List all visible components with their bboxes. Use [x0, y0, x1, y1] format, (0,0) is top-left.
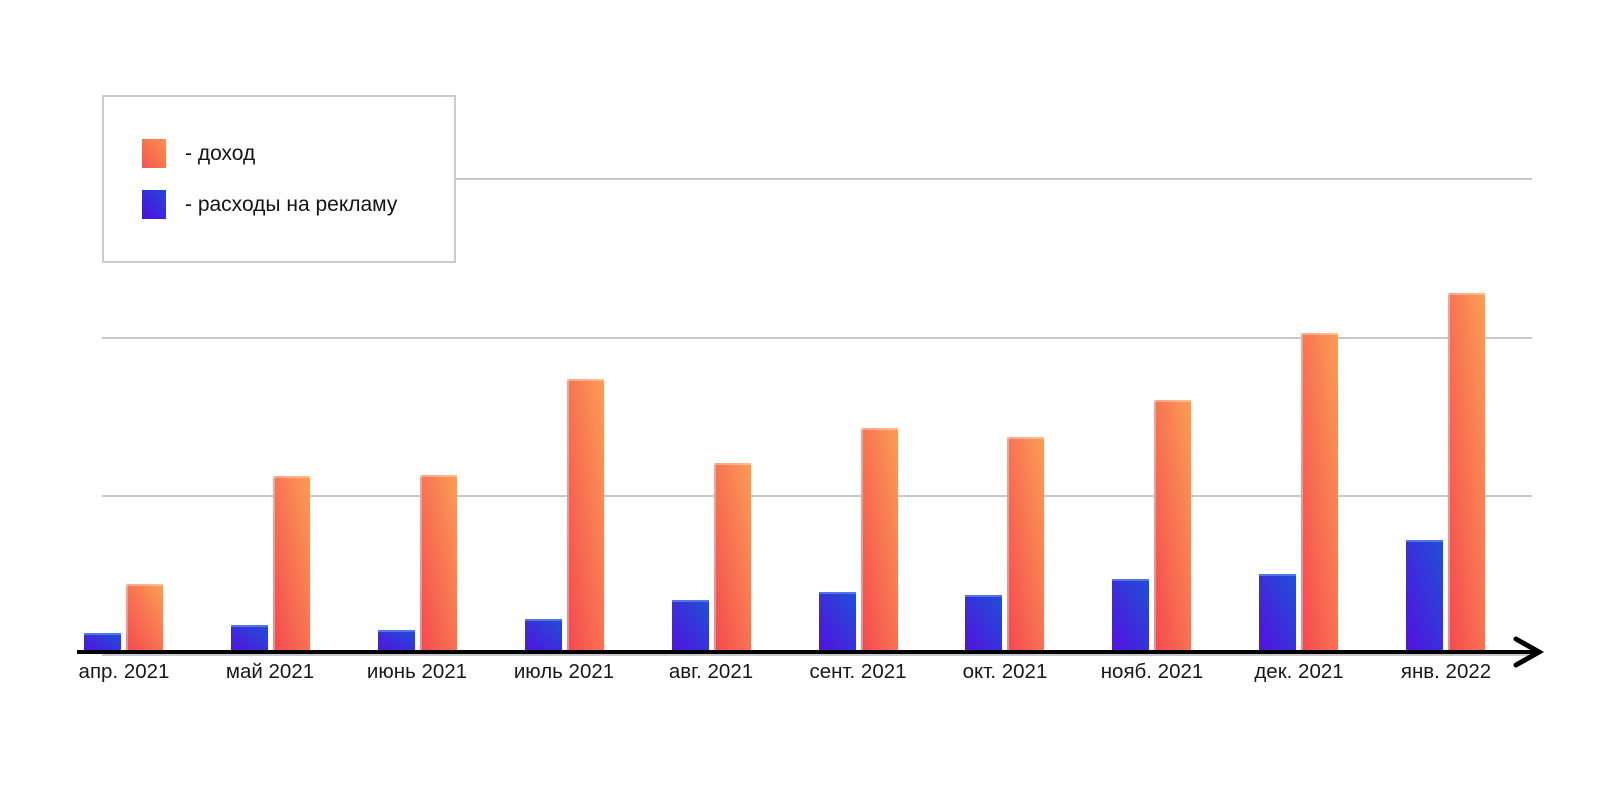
bar-ads-4	[525, 619, 562, 653]
bar-income-3	[420, 475, 457, 653]
legend-label-income: - доход	[185, 141, 256, 165]
legend-item-income: - доход	[142, 139, 454, 168]
bar-ads-10	[1406, 540, 1443, 653]
bar-income-9	[1301, 333, 1338, 653]
x-axis-label: окт. 2021	[962, 660, 1048, 683]
bar-income-8	[1154, 400, 1191, 653]
bar-ads-5	[672, 600, 709, 653]
x-axis-label: апр. 2021	[78, 660, 170, 683]
x-axis-label: янв. 2022	[1400, 660, 1492, 683]
x-axis-label: июль 2021	[513, 660, 615, 683]
bar-income-1	[126, 584, 163, 653]
legend-label-ads: - расходы на рекламу	[185, 192, 398, 216]
x-axis-label: июнь 2021	[366, 660, 468, 683]
bar-income-5	[714, 463, 751, 653]
bar-income-6	[861, 428, 898, 653]
bar-income-7	[1007, 437, 1044, 653]
gridline	[102, 337, 1532, 339]
x-axis-label: сент. 2021	[809, 660, 907, 683]
legend-item-ads: - расходы на рекламу	[142, 190, 454, 219]
legend: - доход - расходы на рекламу	[102, 95, 456, 263]
bar-income-2	[273, 476, 310, 653]
x-axis-label: май 2021	[225, 660, 315, 683]
gridline	[102, 654, 1532, 656]
ads-swatch-icon	[142, 190, 166, 219]
gridline	[102, 178, 1532, 180]
x-axis-label: дек. 2021	[1254, 660, 1344, 683]
x-axis-label: нояб. 2021	[1100, 660, 1204, 683]
bar-ads-1	[84, 633, 121, 653]
bar-ads-8	[1112, 579, 1149, 653]
bar-income-4	[567, 379, 604, 653]
bar-ads-9	[1259, 574, 1296, 653]
income-swatch-icon	[142, 139, 166, 168]
bar-ads-7	[965, 595, 1002, 653]
x-axis-label: авг. 2021	[668, 660, 754, 683]
gridline	[102, 495, 1532, 497]
bar-income-10	[1448, 293, 1485, 653]
bar-ads-2	[231, 625, 268, 653]
bar-ads-3	[378, 630, 415, 653]
bar-ads-6	[819, 592, 856, 653]
